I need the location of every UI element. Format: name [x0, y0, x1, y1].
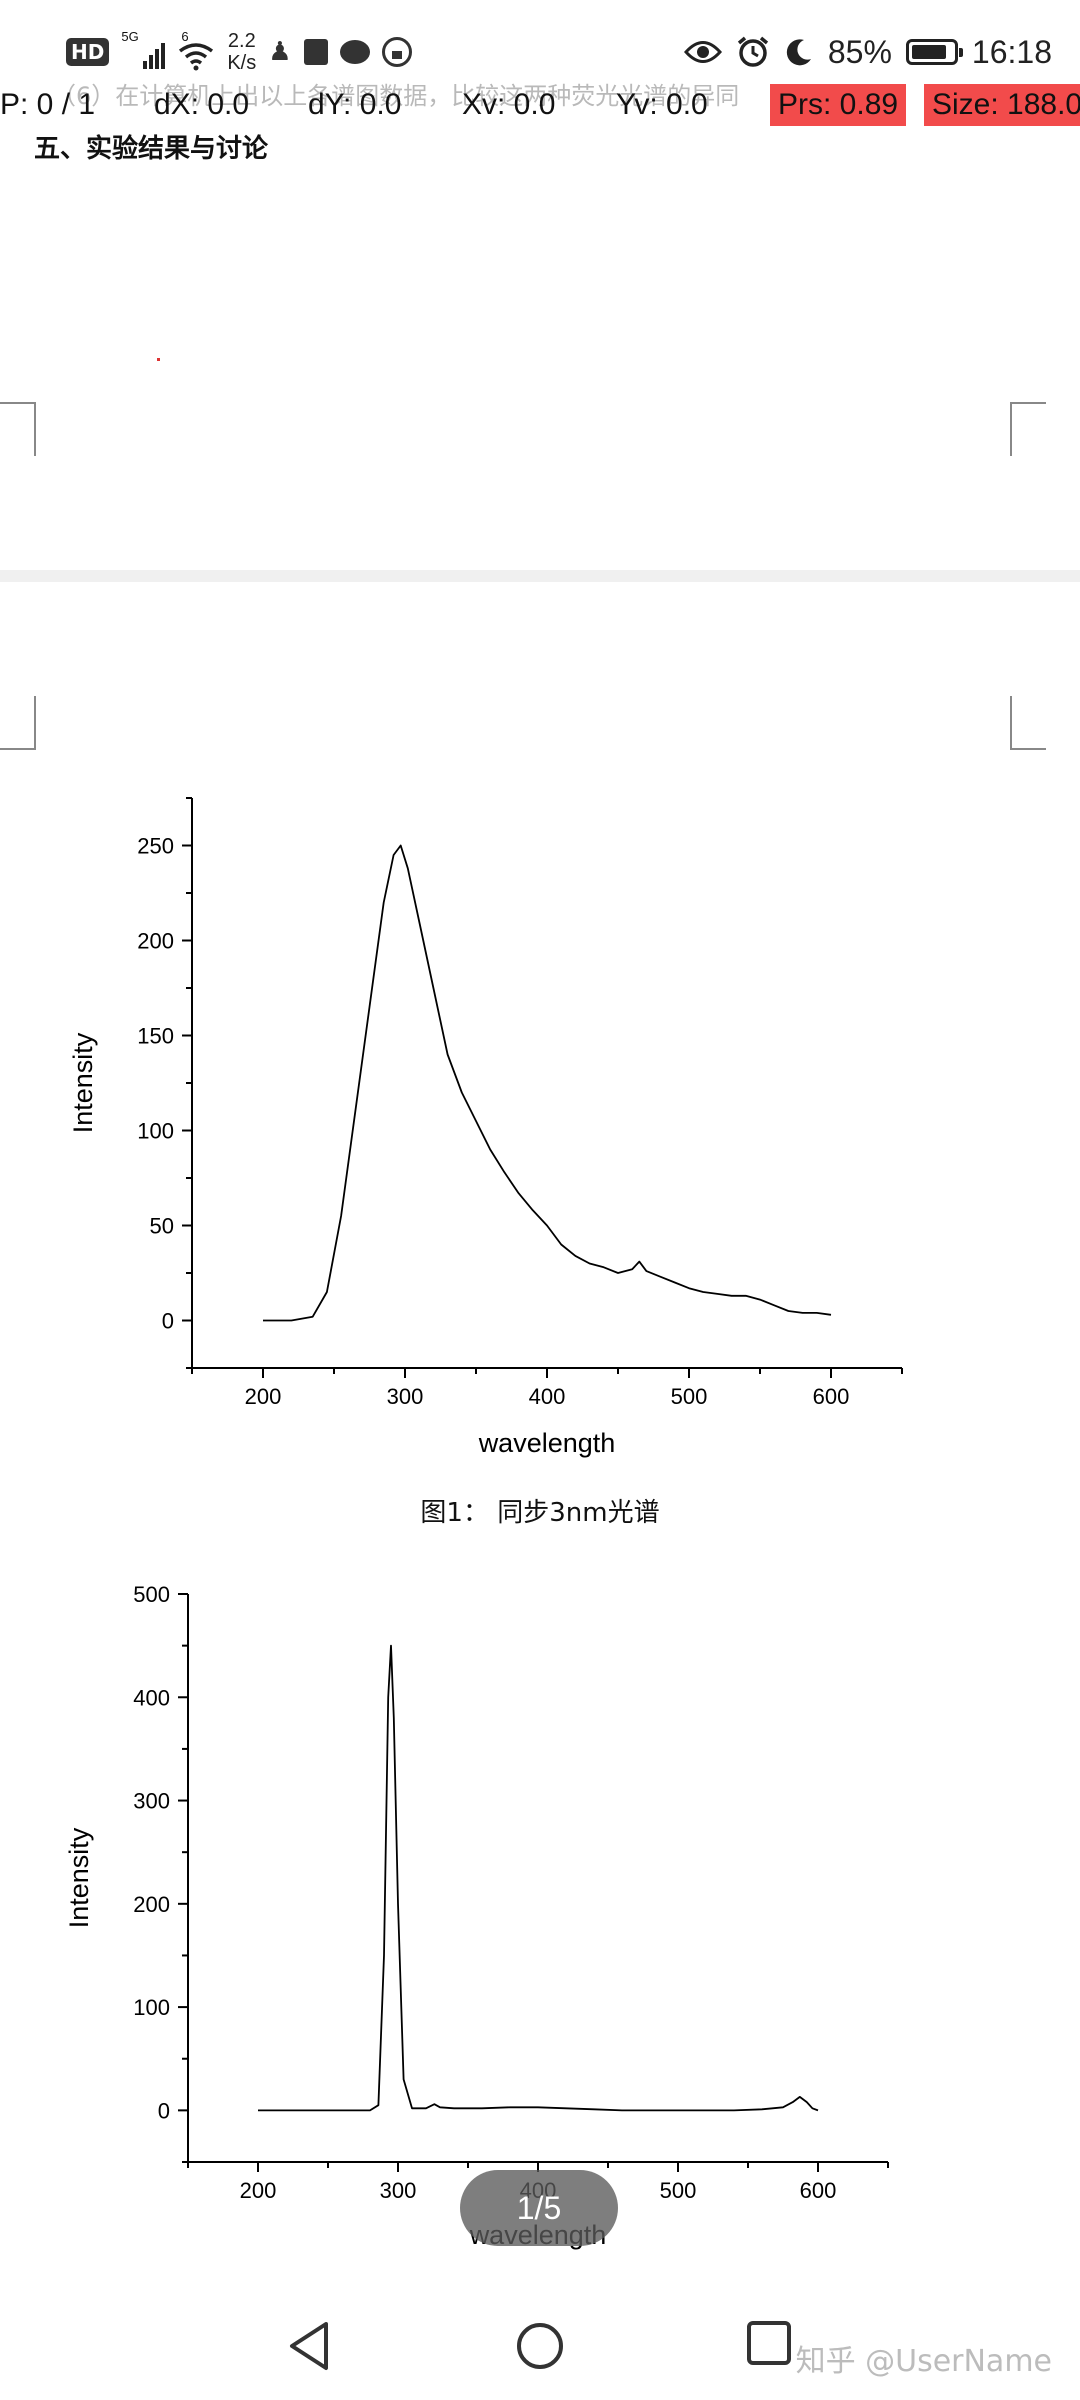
y-axis-label: Intensity [64, 1827, 94, 1928]
y-tick-label: 300 [133, 1789, 170, 1814]
pointer-dx: dX: 0.0 [154, 88, 250, 121]
y-tick-label: 0 [162, 1309, 174, 1334]
page-separator [0, 570, 1080, 582]
x-tick-label: 300 [380, 2178, 417, 2203]
crop-mark-top-left [0, 696, 36, 750]
document-line-ghost: （6）在计算机上出以上各谱图数据，比较这两种荧光光谱的异同 [52, 82, 740, 110]
y-tick-label: 50 [150, 1214, 174, 1239]
y-tick-label: 200 [137, 929, 174, 954]
y-tick-label: 500 [133, 1582, 170, 1607]
figure-1-caption: 图1： 同步3nm光谱 [420, 1498, 660, 1528]
y-tick-label: 100 [137, 1119, 174, 1144]
crop-mark-bottom-right [1010, 402, 1046, 456]
crop-mark-bottom-left [0, 402, 36, 456]
section-title: 五、实验结果与讨论 [34, 134, 269, 164]
network-speed: 2.2 K/s [227, 30, 256, 74]
y-tick-label: 200 [133, 1892, 170, 1917]
app-notification-icon: ♟ [268, 37, 292, 67]
pointer-location-overlay: P: 0 / 1 dX: 0.0 dY: 0.0 Xv: 0.0 Yv: 0.0… [0, 84, 1080, 128]
x-tick-label: 600 [800, 2178, 837, 2203]
spectrum-series-line [263, 844, 832, 1322]
x-tick-label: 400 [529, 1384, 566, 1409]
watermark: 知乎 @UserName [795, 2344, 1052, 2379]
network-speed-unit: K/s [227, 52, 257, 74]
x-tick-label: 200 [240, 2178, 277, 2203]
vpn-lock-icon [381, 37, 412, 67]
battery-percent: 85% [827, 33, 892, 70]
alarm-icon [737, 36, 768, 67]
calendar-icon [303, 39, 328, 65]
pointer-yv: Yv: 0.0 [616, 88, 708, 121]
y-axis-label: Intensity [68, 1032, 98, 1133]
chat-icon [339, 40, 370, 64]
status-bar: HD 5G 6 2.2 K/s ♟ [0, 0, 1080, 96]
y-tick-label: 100 [133, 1995, 170, 2020]
pointer-count: P: 0 / 1 [0, 88, 96, 121]
x-tick-label: 500 [671, 1384, 708, 1409]
figure-2-chart: 2003004005006000100200300400500wavelengt… [64, 1582, 889, 2250]
home-icon[interactable] [514, 2320, 566, 2372]
x-axis-label: wavelength [478, 1428, 616, 1458]
moon-icon [786, 39, 811, 66]
navigation-bar [0, 2286, 1080, 2400]
page-indicator[interactable]: 1/5 [460, 2170, 618, 2246]
clock-time: 16:18 [971, 33, 1052, 70]
recent-apps-icon[interactable] [746, 2320, 792, 2366]
spectrum-series-line [258, 1644, 819, 2112]
eye-icon [683, 41, 722, 63]
wifi-icon: 6 [177, 29, 215, 71]
stray-mark [157, 358, 160, 361]
x-tick-label: 300 [387, 1384, 424, 1409]
x-tick-label: 600 [813, 1384, 850, 1409]
status-right-group: 85% 16:18 [683, 24, 1052, 80]
pointer-pressure: Prs: 0.89 [770, 84, 907, 126]
y-tick-label: 150 [137, 1024, 174, 1049]
hd-badge: HD [66, 38, 110, 66]
pointer-xv: Xv: 0.0 [462, 88, 556, 121]
pointer-dy: dY: 0.0 [308, 88, 402, 121]
x-tick-label: 500 [660, 2178, 697, 2203]
signal-5g-icon: 5G [121, 29, 166, 69]
crop-mark-top-right [1010, 696, 1046, 750]
status-left-group: HD 5G 6 2.2 K/s ♟ [66, 22, 412, 82]
battery-icon [905, 39, 963, 65]
network-speed-value: 2.2 [227, 30, 256, 52]
figure-1-chart: 200 300 400 500 600 0 50 100 150 200 250 wavelength… [68, 797, 903, 1458]
y-tick-label: 400 [133, 1685, 170, 1710]
y-tick-label: 250 [137, 834, 174, 859]
pointer-size: Size: 188.0 [924, 84, 1080, 126]
back-icon[interactable] [286, 2320, 334, 2372]
y-tick-label: 0 [158, 2098, 170, 2123]
x-tick-label: 200 [245, 1384, 282, 1409]
